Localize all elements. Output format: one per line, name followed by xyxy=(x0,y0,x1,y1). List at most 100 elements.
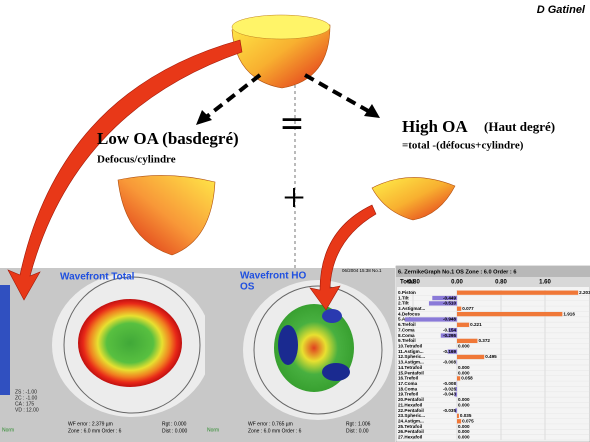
row-name: 6.Trefoil xyxy=(398,322,416,327)
value-label: -0.026 xyxy=(443,386,456,391)
value-label: 0.000 xyxy=(458,435,470,440)
bar xyxy=(447,349,457,354)
table-total: Total xyxy=(400,280,414,286)
value-label: 0.000 xyxy=(458,424,470,429)
value-label: -0.948 xyxy=(443,317,456,322)
table-title: 6. ZernikeGraph No.1 OS Zone : 6.0 Order… xyxy=(398,269,516,275)
row-name: 11.Astigm... xyxy=(398,349,424,354)
value-label: -0.169 xyxy=(443,349,456,354)
map-setting: CA : 175 xyxy=(15,401,34,407)
bar xyxy=(404,317,457,322)
zone: Zone : 6.0 mm Order : 6 xyxy=(68,428,122,434)
value-label: -0.510 xyxy=(443,301,456,306)
row-name: 18.Coma xyxy=(398,386,418,391)
bar xyxy=(432,295,457,301)
row-name: 22.Pentafoil xyxy=(398,408,424,413)
value-label: 0.035 xyxy=(460,413,472,418)
low-order-bowl xyxy=(117,175,216,256)
low-title: Low OA (basdegré) xyxy=(97,129,239,148)
dist: Dist : 0.000 xyxy=(162,428,188,434)
row-name: 7.Coma xyxy=(398,327,415,332)
row-name: 19.Trefoil xyxy=(398,392,418,397)
bar xyxy=(457,419,462,424)
value-label: -0.043 xyxy=(443,392,456,397)
color-scale xyxy=(0,285,10,395)
value-label: 0.077 xyxy=(462,306,474,311)
equals-sign: = xyxy=(281,101,304,146)
bar xyxy=(457,376,461,381)
high-title-paren: (Haut degré) xyxy=(484,119,555,134)
bar xyxy=(457,290,579,295)
value-label: 0.221 xyxy=(470,322,482,327)
row-name: 2.Tilt xyxy=(398,301,409,306)
zone: Zone : 6.0 mm Order : 6 xyxy=(248,428,302,434)
value-label: -0.008 xyxy=(443,381,456,386)
table-title-bar xyxy=(396,266,590,277)
date: 06/2004 15:38 No.1 xyxy=(342,268,382,273)
row-name: 13.Astigm... xyxy=(398,360,424,365)
map-outline xyxy=(63,276,201,414)
row-name: 27.Hexafoil xyxy=(398,435,422,440)
row-name: 10.Tetrafoil xyxy=(398,343,422,348)
value-label: 0.000 xyxy=(458,343,470,348)
row-name: 4.Defocus xyxy=(398,311,420,316)
map-setting: ZS : -1.00 xyxy=(15,389,37,395)
high-subtitle: =total -(défocus+cylindre) xyxy=(402,140,524,152)
value-label: -0.295 xyxy=(443,333,456,338)
value-label: 2.203 xyxy=(579,290,590,295)
row-name: 0.Piston xyxy=(398,290,416,295)
rgt: Rgt : 1.006 xyxy=(346,421,371,427)
bar xyxy=(457,338,478,344)
wavefront-total-map xyxy=(78,299,182,387)
bar xyxy=(457,311,563,317)
map-blue-zone xyxy=(322,363,350,381)
bar xyxy=(448,328,457,333)
map-blue-zone xyxy=(322,309,342,323)
row-name: 8.Coma xyxy=(398,333,415,338)
high-order-bowl xyxy=(371,177,456,221)
value-label: 0.000 xyxy=(458,402,470,407)
rgt: Rgt : 0.000 xyxy=(162,421,187,427)
map-title: Wavefront Total xyxy=(60,272,135,283)
value-label: 0.000 xyxy=(458,397,470,402)
value-label: 1.916 xyxy=(563,311,575,316)
bar xyxy=(457,354,485,360)
map-setting: VD : 12.00 xyxy=(15,407,39,413)
bar xyxy=(440,333,457,338)
bar xyxy=(457,306,462,311)
row-name: 15.Pentafoil xyxy=(398,370,424,375)
table-header xyxy=(396,277,590,287)
value-label: 0.495 xyxy=(485,354,497,359)
map-blue-zone xyxy=(278,325,298,365)
value-label: 0.058 xyxy=(461,376,473,381)
arrowhead xyxy=(364,104,380,118)
map-outline xyxy=(253,285,383,415)
row-name: 12.Spheric... xyxy=(398,354,425,359)
bar xyxy=(457,413,459,419)
arrow-to-total xyxy=(7,39,243,301)
texts: D Gatinel Low OA (basdegré) Defocus/cyli… xyxy=(2,4,586,434)
row-name: 24.Astigm... xyxy=(398,418,424,423)
row-name: 21.Hexafoil xyxy=(398,402,422,407)
row-name: 3.Astigmat... xyxy=(398,306,425,311)
row-name: 26.Pentafoil xyxy=(398,429,424,434)
value-label: 0.075 xyxy=(462,418,474,423)
map-title: Wavefront HO xyxy=(240,271,307,282)
value-label: 0.000 xyxy=(458,365,470,370)
bar xyxy=(454,392,457,397)
row-name: 16.Trefoil xyxy=(398,376,418,381)
norm: Norm xyxy=(207,427,219,433)
bowl-rim xyxy=(231,14,331,40)
high-title: High OA xyxy=(402,117,468,136)
arrow-low xyxy=(203,73,262,120)
row-name: 17.Coma xyxy=(398,381,418,386)
bar xyxy=(455,408,457,413)
value-label: -0.449 xyxy=(443,295,456,300)
arrowhead xyxy=(196,110,212,125)
row-name: 25.Tetrafoil xyxy=(398,424,422,429)
wf-error: WF error : 0.765 µm xyxy=(248,421,293,427)
value-label: -0.008 xyxy=(443,360,456,365)
value-label: 0.000 xyxy=(458,370,470,375)
row-name: 9.Trefoil xyxy=(398,338,416,343)
